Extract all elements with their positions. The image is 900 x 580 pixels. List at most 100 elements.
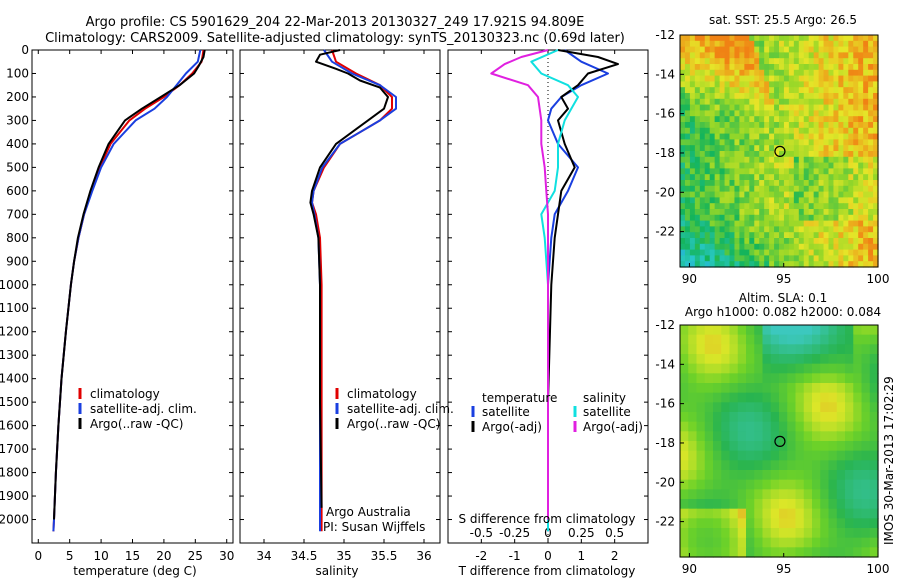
- map-cell: [746, 547, 755, 558]
- map-cell: [803, 392, 813, 403]
- map-cell: [719, 93, 726, 100]
- map-cell: [818, 168, 825, 175]
- map-cell: [689, 145, 696, 152]
- map-cell: [853, 238, 859, 245]
- map-cell: [749, 69, 755, 77]
- map-cell: [684, 64, 691, 71]
- map-cell: [770, 470, 780, 481]
- map-cell: [680, 185, 686, 193]
- map-cell: [868, 116, 874, 123]
- y-tick-label: -12: [655, 318, 675, 332]
- map-cell: [729, 412, 739, 423]
- map-cell: [868, 220, 874, 227]
- map-cell: [684, 197, 691, 204]
- map-cell: [843, 209, 849, 216]
- map-cell: [869, 479, 879, 490]
- map-cell: [861, 421, 871, 432]
- map-cell: [795, 354, 805, 365]
- map-cell: [699, 52, 706, 59]
- map-cell: [764, 243, 770, 251]
- map-cell: [769, 40, 775, 48]
- map-cell: [764, 87, 770, 94]
- map-cell: [724, 75, 731, 82]
- map-cell: [793, 180, 800, 187]
- map-cell: [709, 110, 716, 117]
- map-cell: [699, 145, 706, 152]
- map-cell: [863, 110, 869, 117]
- map-cell: [704, 93, 711, 100]
- map-cell: [774, 156, 780, 164]
- map-cell: [818, 209, 825, 216]
- map-cell: [759, 93, 765, 100]
- map-cell: [858, 133, 864, 140]
- map-cell: [769, 93, 775, 100]
- map-cell: [739, 110, 745, 117]
- map-cell: [838, 122, 844, 129]
- map-cell: [873, 162, 879, 169]
- map-cell: [823, 40, 830, 48]
- map-cell: [774, 255, 780, 262]
- map-cell: [820, 431, 830, 442]
- map-cell: [808, 255, 815, 262]
- map-cell: [724, 69, 731, 77]
- map-cell: [762, 421, 772, 432]
- map-cell: [868, 151, 874, 158]
- map-cell: [734, 104, 740, 111]
- map-cell: [803, 402, 813, 413]
- map-cell: [823, 87, 830, 94]
- map-cell: [721, 460, 731, 471]
- map-cell: [828, 508, 838, 519]
- map-cell: [680, 238, 686, 245]
- map-cell: [868, 35, 874, 42]
- map-cell: [813, 174, 820, 181]
- map-cell: [754, 104, 760, 111]
- map-cell: [744, 110, 750, 117]
- map-cell: [759, 249, 765, 256]
- map-cell: [845, 441, 854, 452]
- map-cell: [853, 450, 863, 461]
- map-cell: [783, 232, 790, 239]
- map-cell: [699, 58, 706, 65]
- map-cell: [759, 261, 765, 268]
- map-cell: [779, 52, 785, 59]
- map-cell: [838, 180, 844, 187]
- map-cell: [795, 421, 805, 432]
- map-cell: [843, 127, 849, 135]
- map-cell: [783, 209, 790, 216]
- map-cell: [873, 35, 879, 42]
- map-cell: [724, 174, 731, 181]
- map-cell: [853, 35, 859, 42]
- map-cell: [762, 489, 772, 500]
- map-cell: [694, 98, 701, 106]
- difference-xlabel-S: S difference from climatology: [459, 512, 636, 526]
- map-cell: [729, 528, 739, 539]
- map-cell: [869, 392, 879, 403]
- series-line: [530, 49, 579, 532]
- map-cell: [749, 98, 755, 106]
- map-cell: [724, 203, 731, 210]
- map-cell: [783, 203, 790, 210]
- map-cell: [721, 354, 731, 365]
- map-cell: [868, 127, 874, 135]
- map-cell: [684, 58, 691, 65]
- sst-map-panel: 90 95 100-12-14-16-18-20-22: [655, 28, 889, 286]
- map-cell: [754, 46, 760, 53]
- x-tick-label: 100: [867, 272, 890, 286]
- map-cell: [724, 40, 731, 48]
- map-cell: [729, 209, 736, 216]
- map-cell: [680, 52, 686, 59]
- map-cell: [788, 127, 795, 135]
- map-cell: [820, 402, 830, 413]
- map-cell: [680, 139, 686, 146]
- map-cell: [803, 489, 813, 500]
- map-cell: [704, 537, 714, 548]
- map-cell: [739, 174, 745, 181]
- series-line: [309, 49, 389, 508]
- map-cell: [788, 69, 795, 77]
- map-cell: [793, 139, 800, 146]
- map-cell: [744, 87, 750, 94]
- map-cell: [812, 508, 821, 519]
- map-cell: [714, 232, 721, 239]
- map-cell: [729, 139, 736, 146]
- map-cell: [808, 209, 815, 216]
